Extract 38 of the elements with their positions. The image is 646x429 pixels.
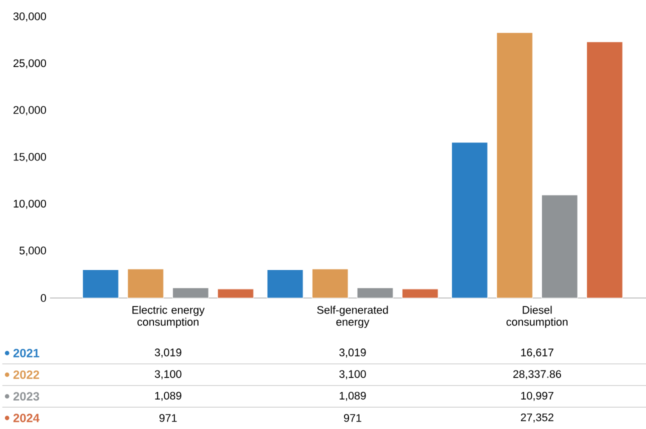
bar [451,142,488,298]
bar [586,42,623,298]
data-label: 28,337.86 [513,370,562,380]
data-label: 971 [344,414,362,422]
legend-label: 2022 [13,370,40,379]
y-tick-label: 0 [40,294,46,302]
x-tick-label: Self-generated energy [317,306,388,328]
bar [356,288,394,298]
y-tick-label: 20,000 [14,106,46,116]
y-tick-label: 30,000 [13,12,46,22]
legend-label: 2023 [13,392,40,401]
data-label: 1,089 [340,392,366,401]
data-label: 27,352 [520,413,554,423]
y-tick-label: 15,000 [14,152,46,162]
y-tick-label: 10,000 [14,200,46,209]
data-label: 3,100 [154,370,182,380]
data-label: 3,019 [154,348,182,358]
data-label: 3,019 [339,348,366,358]
bar [402,288,438,298]
x-tick-label: Electric energy consumption [132,306,205,328]
bar [82,269,119,298]
bar [541,194,578,298]
bar [312,268,348,298]
bar [217,288,254,298]
data-label: 10,997 [521,392,554,401]
bar [496,32,533,298]
bar [172,288,209,298]
y-tick-label: 25,000 [14,59,46,68]
x-tick-label: Diesel consumption [506,306,568,328]
data-label: 971 [159,414,177,422]
data-label: 16,617 [521,348,554,358]
bar [266,269,304,298]
y-tick-label: 5,000 [19,246,46,256]
data-label: 1,089 [155,392,182,401]
bar [127,268,164,298]
data-label: 3,100 [339,370,366,380]
legend-label: 2024 [13,414,40,422]
legend-label: 2021 [13,348,40,358]
